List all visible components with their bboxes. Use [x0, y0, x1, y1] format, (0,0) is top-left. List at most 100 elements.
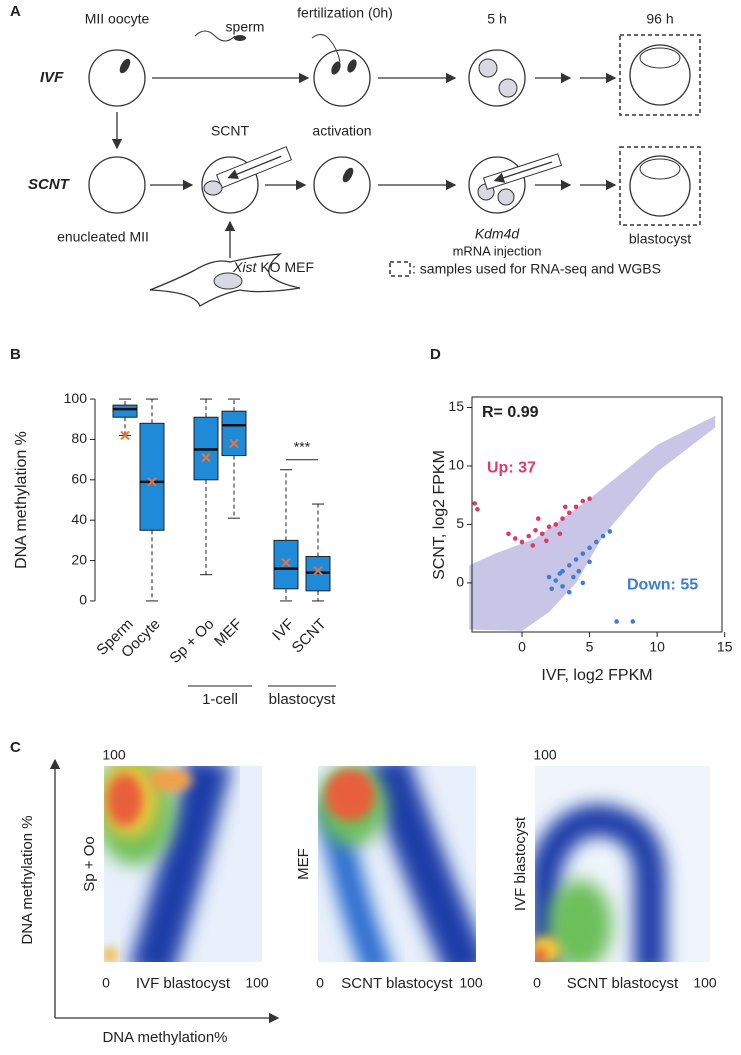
- point: [506, 531, 511, 537]
- point: [560, 584, 565, 589]
- mean-marker: [229, 438, 239, 449]
- y-axis-label: IVF blastocyst: [512, 816, 529, 911]
- mean-marker: [147, 477, 157, 487]
- row-label: IVF: [40, 69, 64, 86]
- tick-label: 0: [102, 975, 110, 991]
- x-tick-label: 15: [717, 639, 733, 655]
- point: [475, 506, 480, 512]
- panel-label: C: [10, 739, 21, 756]
- mean-marker: [201, 452, 211, 463]
- panel-a: A IVF SCNT MII oocyte sperm fertilizatio…: [10, 3, 701, 307]
- mean-stroke: [201, 452, 211, 463]
- panel-label: B: [10, 346, 21, 363]
- y-tick-label: 5: [456, 515, 464, 531]
- legend-text: : samples used for RNA-seq and WGBS: [412, 261, 661, 277]
- point: [566, 589, 572, 595]
- point: [566, 563, 572, 568]
- point: [530, 543, 536, 548]
- panel-label: D: [430, 346, 441, 363]
- point: [544, 538, 549, 544]
- oocyte: [88, 156, 146, 214]
- label: sperm: [226, 19, 265, 35]
- point: [587, 496, 592, 502]
- label: enucleated MII: [57, 229, 149, 245]
- density-plot: [535, 766, 710, 962]
- label: KO MEF: [260, 259, 314, 275]
- point: [580, 580, 586, 586]
- label: 5 h: [487, 11, 506, 27]
- point: [526, 533, 532, 539]
- axis-label: SCNT, log2 FPKM: [431, 450, 448, 580]
- density-plot: [318, 766, 476, 962]
- sample-box: [619, 146, 701, 226]
- point: [519, 539, 525, 545]
- embryo: [468, 49, 526, 107]
- y-tick-label: 40: [71, 511, 87, 527]
- x-tick-label: MEF: [211, 616, 245, 650]
- y-tick-label: 0: [79, 592, 87, 608]
- tick-label: 0: [533, 975, 541, 991]
- point: [630, 619, 636, 624]
- point: [512, 536, 518, 541]
- gene-name: Xist: [232, 259, 257, 275]
- box: [112, 404, 138, 418]
- tick-label: 100: [245, 975, 269, 991]
- box: [139, 422, 165, 531]
- mean-stroke: [281, 557, 291, 568]
- y-tick-label: 80: [71, 430, 87, 446]
- y-tick-label: 10: [448, 457, 464, 473]
- tick-label: 100: [102, 747, 126, 763]
- point: [580, 551, 586, 556]
- mean-marker: [313, 565, 323, 576]
- oocyte: [313, 156, 371, 214]
- label: MII oocyte: [85, 11, 150, 27]
- point: [539, 531, 545, 537]
- tick-label: 0: [316, 975, 324, 991]
- blastocyst: [629, 155, 691, 217]
- point: [607, 529, 613, 534]
- legend-box: [389, 261, 411, 277]
- point: [562, 504, 568, 510]
- nucleus: [342, 167, 354, 183]
- icm: [639, 158, 681, 180]
- axis-label: DNA methylation %: [13, 431, 30, 569]
- label: activation: [312, 123, 371, 139]
- point: [535, 516, 541, 521]
- x-tick-label: Sp + Oo: [166, 616, 217, 667]
- point: [587, 559, 592, 565]
- row-label: SCNT: [28, 176, 71, 193]
- nucleus: [478, 58, 498, 78]
- sample-box: [619, 34, 701, 116]
- mean-stroke: [229, 438, 239, 449]
- point: [580, 498, 586, 504]
- pipette: [482, 153, 563, 191]
- mean-stroke: [120, 430, 130, 441]
- y-tick-label: 20: [71, 551, 87, 567]
- blastocyst: [629, 44, 691, 106]
- density-plot: [104, 766, 262, 962]
- point: [573, 504, 579, 510]
- x-tick-label: 5: [586, 639, 594, 655]
- label: mRNA injection: [453, 243, 542, 258]
- legend-label: Down: 55: [627, 576, 698, 593]
- point: [594, 539, 599, 545]
- point-cloud: [469, 415, 716, 631]
- nucleus: [497, 188, 515, 206]
- point: [533, 527, 538, 533]
- point: [560, 516, 565, 521]
- mean-stroke: [147, 477, 157, 487]
- nucleus: [213, 272, 243, 290]
- label: blastocyst: [629, 231, 691, 247]
- label: Xist KO MEF: [232, 259, 314, 275]
- point: [557, 571, 563, 576]
- y-tick-label: 100: [64, 390, 88, 406]
- x-tick-label: 10: [649, 639, 665, 655]
- point: [587, 545, 592, 551]
- label: 96 h: [646, 11, 673, 27]
- mean-stroke: [313, 565, 323, 576]
- label: fertilization (0h): [297, 5, 393, 21]
- pronucleus: [347, 59, 357, 73]
- point: [557, 531, 563, 537]
- point: [600, 533, 606, 539]
- group-label: 1-cell: [202, 691, 238, 708]
